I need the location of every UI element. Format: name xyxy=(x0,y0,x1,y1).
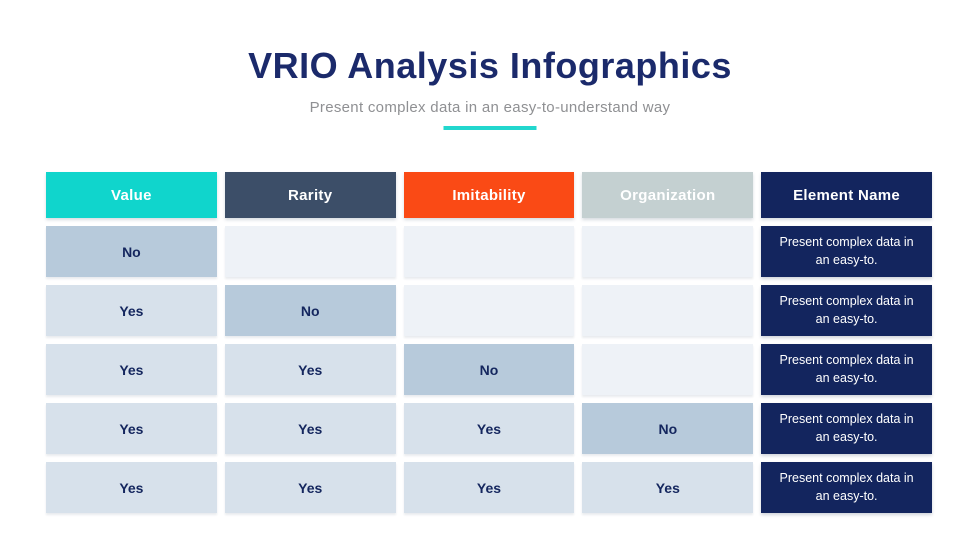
column-header-organization: Organization xyxy=(582,172,754,218)
table-cell-imitability: Yes xyxy=(403,403,575,454)
column-header-imitability: Imitability xyxy=(403,172,575,218)
table-cell-rarity: Yes xyxy=(224,344,396,395)
page-subtitle: Present complex data in an easy-to-under… xyxy=(309,99,671,116)
table-cell-rarity: No xyxy=(224,285,396,336)
column-header-element-name: Element Name xyxy=(761,172,932,218)
table-cell-imitability: Yes xyxy=(403,462,575,513)
table-cell-value: Yes xyxy=(46,462,217,513)
table-cell-rarity: Yes xyxy=(224,462,396,513)
element-name-cell: Present complex data in an easy-to. xyxy=(761,403,932,454)
table-cell-imitability xyxy=(403,285,575,336)
table-cell-organization xyxy=(582,285,754,336)
column-header-rarity: Rarity xyxy=(224,172,396,218)
element-name-cell: Present complex data in an easy-to. xyxy=(761,285,932,336)
table-cell-imitability: No xyxy=(403,344,575,395)
table-cell-organization xyxy=(582,344,754,395)
column-header-value: Value xyxy=(46,172,217,218)
table-cell-rarity: Yes xyxy=(224,403,396,454)
element-name-cell: Present complex data in an easy-to. xyxy=(761,226,932,277)
table-cell-value: No xyxy=(46,226,217,277)
element-name-cell: Present complex data in an easy-to. xyxy=(761,462,932,513)
table-cell-imitability xyxy=(403,226,575,277)
table-cell-value: Yes xyxy=(46,403,217,454)
vrio-table: Value Rarity Imitability Organization El… xyxy=(46,172,932,513)
table-cell-organization: Yes xyxy=(582,462,754,513)
table-cell-value: Yes xyxy=(46,285,217,336)
table-cell-value: Yes xyxy=(46,344,217,395)
title-divider xyxy=(443,126,537,130)
table-cell-organization: No xyxy=(582,403,754,454)
page-title: VRIO Analysis Infographics xyxy=(248,45,732,86)
element-name-cell: Present complex data in an easy-to. xyxy=(761,344,932,395)
table-cell-rarity xyxy=(224,226,396,277)
table-cell-organization xyxy=(582,226,754,277)
